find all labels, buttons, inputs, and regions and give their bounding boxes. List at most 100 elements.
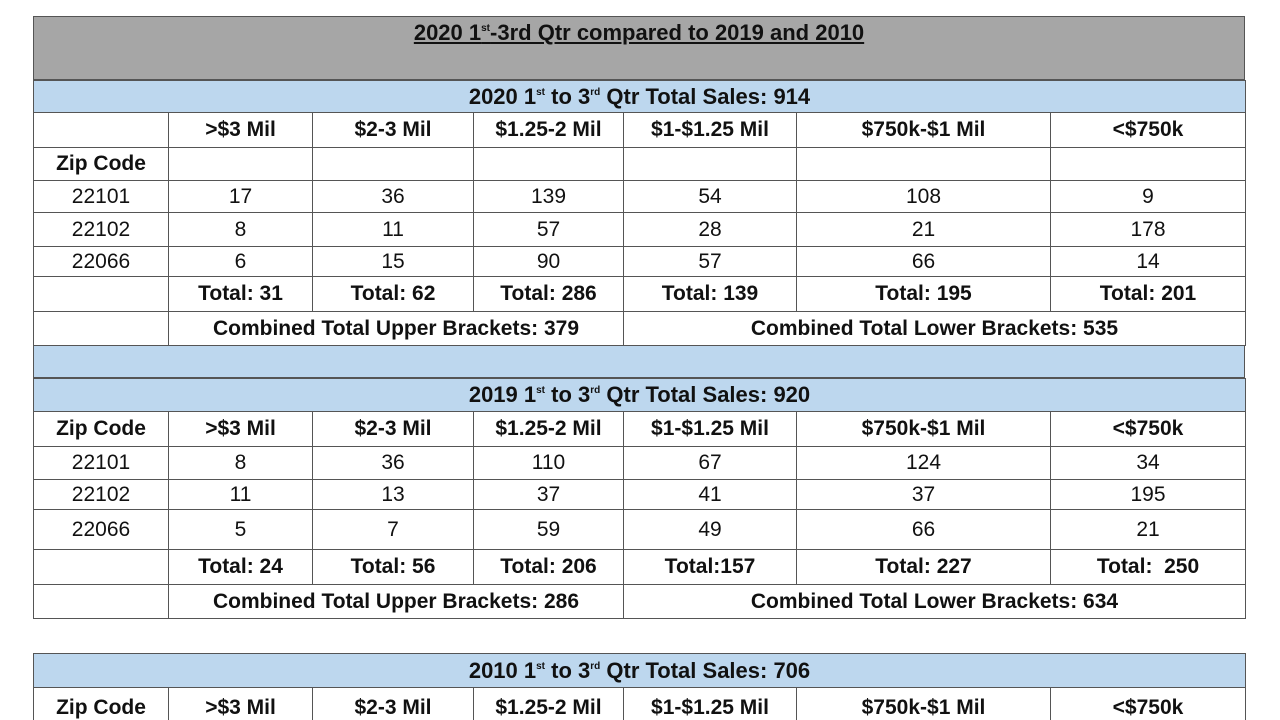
superscript: st <box>481 23 491 34</box>
zip-code: 22101 <box>33 180 169 213</box>
sales-count: 41 <box>623 479 797 510</box>
column-header: $2-3 Mil <box>312 411 474 447</box>
column-header: $750k-$1 Mil <box>796 411 1051 447</box>
data-row: 22101 8 36 110 67 124 34 <box>33 446 1246 480</box>
sales-count: 49 <box>623 509 797 550</box>
text-part: Qtr Total Sales: 920 <box>600 382 811 407</box>
superscript: st <box>536 86 546 98</box>
data-table: 2010 1st to 3rd Qtr Total Sales: 706 Zip … <box>33 653 1246 720</box>
spacer <box>33 619 1245 653</box>
sales-count: 36 <box>312 180 474 213</box>
sales-count: 6 <box>168 246 313 277</box>
document-title: 2020 1st-3rd Qtr compared to 2019 and 20… <box>33 16 1245 80</box>
combined-total: Combined Total Upper Brackets: 379 <box>168 311 624 346</box>
text-part: 2020 1 <box>468 83 537 109</box>
data-row: 22066 5 7 59 49 66 21 <box>33 509 1246 550</box>
zip-code: 22102 <box>33 212 169 247</box>
sales-count: 15 <box>312 246 474 277</box>
text-part: to 3 <box>545 382 591 407</box>
combined-total: Combined Total Lower Brackets: 535 <box>623 311 1246 346</box>
heading-row: 2020 1st to 3rd Qtr Total Sales: 914 <box>33 80 1246 113</box>
column-total: Total: 227 <box>796 549 1051 585</box>
zip-label: Zip Code <box>33 687 169 720</box>
column-header: $750k-$1 Mil <box>796 112 1051 148</box>
column-header: >$3 Mil <box>168 687 313 720</box>
sales-count: 124 <box>796 446 1051 480</box>
sales-count: 67 <box>623 446 797 480</box>
sales-count: 17 <box>168 180 313 213</box>
column-header: <$750k <box>1050 687 1246 720</box>
zip-label: Zip Code <box>33 147 169 181</box>
empty-cell <box>623 147 797 181</box>
combined-total: Combined Total Lower Brackets: 634 <box>623 584 1246 619</box>
text-part: 2010 1 <box>468 657 537 683</box>
superscript: rd <box>590 385 601 396</box>
sales-count: 11 <box>312 212 474 247</box>
data-row: 22102 11 13 37 41 37 195 <box>33 479 1246 510</box>
column-header: $1-$1.25 Mil <box>623 112 797 148</box>
sales-count: 110 <box>473 446 624 480</box>
column-total: Total: 250 <box>1050 549 1246 585</box>
sales-count: 57 <box>623 246 797 277</box>
sales-count: 13 <box>312 479 474 510</box>
column-header: >$3 Mil <box>168 112 313 148</box>
column-total: Total:157 <box>623 549 797 585</box>
column-header: $2-3 Mil <box>312 687 474 720</box>
sales-count: 195 <box>1050 479 1246 510</box>
column-header: $1.25-2 Mil <box>473 411 624 447</box>
text-part: to 3 <box>545 83 591 109</box>
column-total: Total: 24 <box>168 549 313 585</box>
column-total: Total: 139 <box>623 276 797 312</box>
header-row: Zip Code >$3 Mil $2-3 Mil $1.25-2 Mil $1-$1.… <box>33 411 1246 447</box>
totals-row: Total: 31 Total: 62 Total: 286 Total: 139 To… <box>33 276 1246 312</box>
sales-count: 8 <box>168 212 313 247</box>
sales-count: 54 <box>623 180 797 213</box>
sales-count: 37 <box>796 479 1051 510</box>
sales-count: 108 <box>796 180 1051 213</box>
column-total: Total: 195 <box>796 276 1051 312</box>
empty-cell <box>1050 147 1246 181</box>
data-row: 22102 8 11 57 28 21 178 <box>33 212 1246 247</box>
sales-count: 21 <box>796 212 1051 247</box>
column-header: $1-$1.25 Mil <box>623 687 797 720</box>
sales-count: 21 <box>1050 509 1246 550</box>
sales-count: 7 <box>312 509 474 550</box>
combined-row: Combined Total Upper Brackets: 286 Combin… <box>33 584 1246 619</box>
column-header: $1.25-2 Mil <box>473 687 624 720</box>
superscript: rd <box>590 86 601 98</box>
column-header: >$3 Mil <box>168 411 313 447</box>
text-part: Qtr Total Sales: 914 <box>600 83 811 109</box>
sales-count: 11 <box>168 479 313 510</box>
column-header: $1-$1.25 Mil <box>623 411 797 447</box>
column-header: <$750k <box>1050 112 1246 148</box>
column-total: Total: 31 <box>168 276 313 312</box>
data-table: 2019 1st to 3rd Qtr Total Sales: 920 Zip … <box>33 378 1246 619</box>
combined-total: Combined Total Upper Brackets: 286 <box>168 584 624 619</box>
text-part: -3rd Qtr compared to 2019 and 2010 <box>490 20 865 45</box>
column-header: $1.25-2 Mil <box>473 112 624 148</box>
document: 2020 1st-3rd Qtr compared to 2019 and 20… <box>33 16 1246 720</box>
empty-cell <box>33 276 169 312</box>
data-table: 2020 1st to 3rd Qtr Total Sales: 914 >$3 … <box>33 80 1246 346</box>
sales-count: 57 <box>473 212 624 247</box>
column-total: Total: 56 <box>312 549 474 585</box>
column-header: $2-3 Mil <box>312 112 474 148</box>
column-total: Total: 201 <box>1050 276 1246 312</box>
text-part: to 3 <box>545 657 591 683</box>
superscript: st <box>536 385 546 396</box>
text-part: Qtr Total Sales: 706 <box>600 657 811 683</box>
empty-cell <box>168 147 313 181</box>
superscript: st <box>536 660 546 672</box>
empty-cell <box>33 112 169 148</box>
sales-count: 28 <box>623 212 797 247</box>
sales-count: 59 <box>473 509 624 550</box>
sales-count: 66 <box>796 509 1051 550</box>
sales-count: 90 <box>473 246 624 277</box>
zip-code: 22066 <box>33 246 169 277</box>
sales-count: 66 <box>796 246 1051 277</box>
column-total: Total: 286 <box>473 276 624 312</box>
empty-cell <box>312 147 474 181</box>
column-total: Total: 62 <box>312 276 474 312</box>
combined-row: Combined Total Upper Brackets: 379 Combin… <box>33 311 1246 346</box>
